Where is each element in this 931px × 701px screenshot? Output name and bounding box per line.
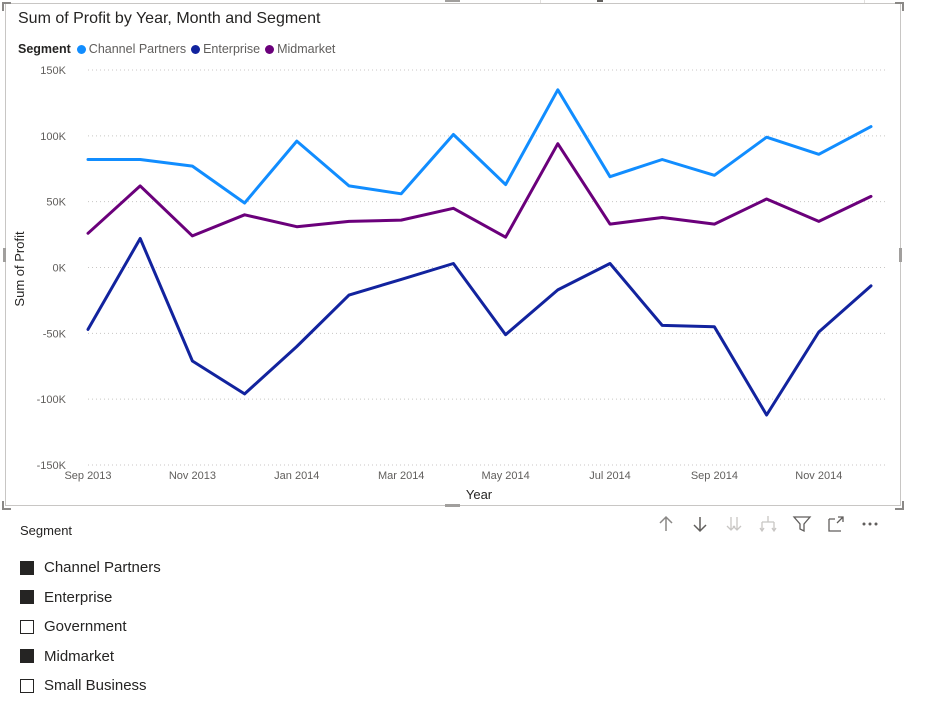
checkbox[interactable]: [20, 619, 34, 634]
slicer-item-midmarket[interactable]: Midmarket: [20, 642, 320, 672]
slicer-item-government[interactable]: Government: [20, 612, 320, 642]
slicer-item-label: Government: [44, 618, 127, 636]
x-tick-label: Nov 2014: [795, 470, 842, 482]
y-axis-title: Sum of Profit: [12, 231, 27, 307]
y-tick-label: 100K: [40, 131, 66, 143]
checkbox[interactable]: [20, 678, 34, 693]
y-tick-label: 0K: [53, 263, 67, 275]
expand-hierarchy-icon[interactable]: [757, 513, 779, 535]
legend-label: Midmarket: [277, 42, 336, 56]
x-tick-label: Nov 2013: [169, 470, 216, 482]
resize-handle-top[interactable]: [445, 0, 460, 2]
x-tick-label: Sep 2013: [64, 470, 111, 482]
filter-icon[interactable]: [791, 513, 813, 535]
arrow-down-icon[interactable]: [689, 513, 711, 535]
line-chart-visual[interactable]: Sum of Profit by Year, Month and Segment…: [5, 3, 901, 506]
checkbox[interactable]: [20, 649, 34, 664]
series-lines[interactable]: [86, 88, 873, 417]
selection-corner[interactable]: [895, 2, 904, 11]
y-axis: 150K 100K 50K 0K -50K -100K -150K: [37, 65, 67, 472]
selection-corner[interactable]: [2, 501, 11, 510]
legend-item-midmarket[interactable]: Midmarket: [265, 42, 335, 56]
slicer-item-label: Midmarket: [44, 647, 115, 665]
legend-label: Channel Partners: [88, 42, 187, 56]
selection-corner[interactable]: [2, 2, 11, 11]
x-axis-title: Year: [466, 487, 493, 502]
legend-title: Segment: [18, 42, 71, 56]
selection-corner[interactable]: [895, 501, 904, 510]
y-tick-label: -150K: [37, 460, 67, 472]
checkbox[interactable]: [20, 590, 34, 605]
arrow-up-icon[interactable]: [655, 513, 677, 535]
chart-legend: Segment Channel Partners Enterprise Midm…: [18, 41, 340, 57]
x-tick-label: May 2014: [481, 470, 529, 482]
x-tick-label: Mar 2014: [378, 470, 424, 482]
legend-label: Enterprise: [203, 42, 261, 56]
divider: [540, 0, 541, 3]
more-options-icon[interactable]: [859, 513, 881, 535]
y-tick-label: -50K: [43, 328, 67, 340]
legend-dot-icon: [76, 44, 86, 54]
series-line-midmarket[interactable]: [86, 142, 873, 239]
x-tick-label: Sep 2014: [691, 470, 738, 482]
y-tick-label: 150K: [40, 65, 66, 77]
slicer-title: Segment: [20, 523, 73, 538]
chart-title: Sum of Profit by Year, Month and Segment: [18, 10, 321, 27]
focus-mode-icon[interactable]: [825, 513, 847, 535]
resize-handle-right[interactable]: [899, 248, 902, 262]
legend-item-channel-partners[interactable]: Channel Partners: [76, 42, 187, 56]
slicer-item-label: Enterprise: [44, 588, 113, 606]
checkbox[interactable]: [20, 560, 34, 575]
slicer-item-channel-partners[interactable]: Channel Partners: [20, 553, 320, 583]
x-tick-label: Jul 2014: [589, 470, 631, 482]
slicer-item-small-business[interactable]: Small Business: [20, 671, 320, 701]
slicer-item-enterprise[interactable]: Enterprise: [20, 583, 320, 613]
x-axis: Sep 2013 Nov 2013 Jan 2014 Mar 2014 May 2014…: [64, 470, 842, 482]
legend-dot-icon: [191, 44, 201, 54]
y-tick-label: -100K: [37, 394, 67, 406]
slicer-item-label: Small Business: [44, 677, 147, 695]
y-tick-label: 50K: [46, 197, 66, 209]
top-strip: [0, 0, 931, 3]
gridlines: [88, 69, 886, 466]
x-tick-label: Jan 2014: [274, 470, 319, 482]
divider: [864, 0, 865, 3]
resize-handle-bottom[interactable]: [445, 504, 460, 507]
legend-item-enterprise[interactable]: Enterprise: [191, 42, 260, 56]
legend-dot-icon: [265, 44, 275, 54]
series-line-channel-partners[interactable]: [86, 88, 873, 205]
visual-header-toolbar: [655, 512, 893, 536]
slicer-item-label: Channel Partners: [44, 559, 161, 577]
resize-handle-left[interactable]: [3, 248, 6, 262]
double-arrow-down-icon[interactable]: [723, 513, 745, 535]
series-line-enterprise[interactable]: [86, 237, 873, 417]
divider: [597, 0, 603, 2]
segment-slicer: Segment Channel Partners Enterprise Gove…: [20, 522, 320, 701]
line-chart-plot[interactable]: 150K 100K 50K 0K -50K -100K -150K Sep 2013 Nov …: [6, 4, 900, 505]
